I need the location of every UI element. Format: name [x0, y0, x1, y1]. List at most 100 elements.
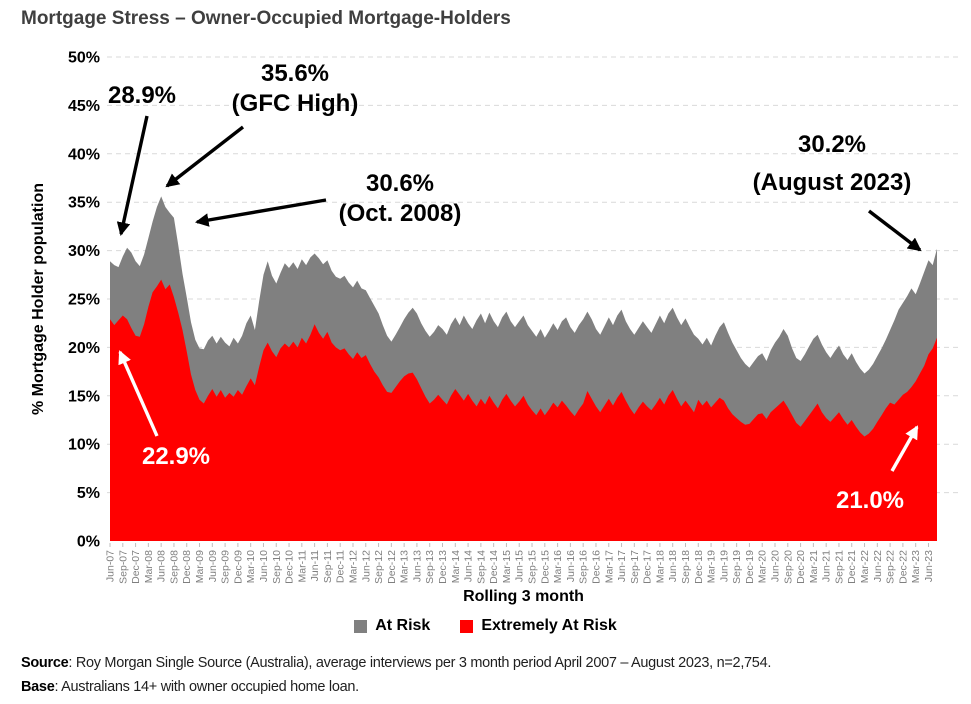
source-text: : Roy Morgan Single Source (Australia), … [68, 655, 772, 671]
annotation: 35.6% (GFC High) [165, 60, 359, 188]
y-tick-label: 15% [68, 388, 100, 405]
at-risk-swatch-icon [354, 619, 368, 633]
y-tick-label: 40% [68, 146, 100, 163]
x-tick-label: Sep-17 [629, 550, 641, 584]
x-tick-label: Jun-16 [565, 550, 577, 582]
annotation-arrow [890, 425, 919, 472]
x-tick-label: Sep-16 [578, 550, 590, 584]
x-tick-label: Dec-18 [693, 550, 705, 584]
annotation: 21.0% [836, 425, 919, 514]
x-tick-label: Dec-11 [335, 550, 347, 583]
x-tick-label: Mar-08 [143, 550, 155, 583]
chart-title: Mortgage Stress – Owner-Occupied Mortgag… [21, 8, 511, 29]
x-tick-label: Jun-11 [309, 550, 321, 581]
base-label: Base [21, 679, 55, 695]
x-tick-label: Jun-12 [360, 550, 372, 582]
x-tick-label: Dec-19 [744, 550, 756, 584]
x-tick-label: Jun-22 [872, 550, 884, 582]
annotation: 22.9% [118, 350, 210, 470]
x-tick-label: Jun-07 [105, 550, 117, 582]
x-tick-label: Dec-22 [897, 550, 909, 584]
x-tick-label: Jun-21 [821, 550, 833, 582]
x-tick-label: Sep-11 [322, 550, 334, 583]
x-tick-label: Jun-17 [616, 550, 628, 582]
extremely-at-risk-swatch-icon [460, 619, 474, 633]
x-tick-label: Mar-21 [808, 550, 820, 583]
annotation-text: (GFC High) [232, 90, 359, 117]
chart-canvas: Jun-07 Sep-07 Dec-07 Mar-08 Jun-08 Sep-08 Dec-… [68, 50, 962, 584]
annotation: 30.2% (August 2023) [753, 131, 922, 252]
annotation-text: 30.6% [366, 170, 434, 197]
y-tick-label: 30% [68, 243, 100, 260]
legend-item-extremely-at-risk: Extremely At Risk [460, 617, 617, 635]
x-tick-label: Dec-17 [642, 550, 654, 584]
annotation-arrow [867, 209, 922, 252]
x-tick-label: Mar-12 [347, 550, 359, 583]
y-tick-label: 35% [68, 195, 100, 212]
x-tick-label: Sep-08 [168, 550, 180, 584]
x-tick-label: Mar-17 [603, 550, 615, 583]
x-tick-label: Mar-14 [450, 550, 462, 583]
y-tick-label: 10% [68, 437, 100, 454]
y-tick-label: 25% [68, 292, 100, 309]
x-tick-label: Mar-20 [757, 550, 769, 583]
source-line: Source: Roy Morgan Single Source (Austra… [21, 651, 961, 675]
annotation-text: 28.9% [108, 82, 176, 109]
x-tick-label: Sep-13 [424, 550, 436, 584]
legend: At Risk Extremely At Risk [0, 617, 971, 635]
x-tick-label: Dec-13 [437, 550, 449, 584]
x-axis-labels: Jun-07 Sep-07 Dec-07 Mar-08 Jun-08 Sep-08 Dec-… [105, 543, 935, 584]
x-tick-label: Dec-21 [846, 550, 858, 584]
x-tick-label: Jun-23 [923, 550, 935, 582]
x-tick-label: Mar-22 [859, 550, 871, 583]
annotation-text: (Oct. 2008) [339, 200, 462, 227]
y-tick-label: 0% [77, 534, 100, 551]
x-tick-label: Sep-20 [782, 550, 794, 584]
x-tick-label: Jun-20 [770, 550, 782, 582]
x-tick-label: Jun-19 [718, 550, 730, 582]
x-tick-label: Jun-15 [514, 550, 526, 582]
x-tick-label: Sep-18 [680, 550, 692, 584]
x-tick-label: Mar-13 [399, 550, 411, 583]
x-tick-label: Dec-09 [232, 550, 244, 584]
x-tick-label: Jun-09 [207, 550, 219, 582]
legend-label-at-risk: At Risk [375, 617, 431, 634]
annotation-text: 22.9% [142, 443, 210, 470]
legend-item-at-risk: At Risk [354, 617, 430, 635]
annotation-text: 21.0% [836, 487, 904, 514]
y-tick-label: 45% [68, 98, 100, 115]
annotation-text: 30.2% [798, 131, 866, 158]
annotation: 30.6% (Oct. 2008) [194, 170, 462, 227]
base-line: Base: Australians 14+ with owner occupie… [21, 675, 961, 699]
x-tick-label: Sep-22 [885, 550, 897, 584]
x-tick-label: Dec-08 [181, 550, 193, 584]
x-tick-label: Dec-10 [284, 550, 296, 584]
annotation-text: (August 2023) [753, 169, 912, 196]
x-tick-label: Dec-16 [590, 550, 602, 584]
x-tick-label: Mar-10 [245, 550, 257, 583]
x-tick-label: Mar-23 [910, 550, 922, 583]
x-tick-label: Mar-09 [194, 550, 206, 583]
annotation-text: 35.6% [261, 60, 329, 87]
x-tick-label: Jun-08 [156, 550, 168, 582]
x-tick-label: Dec-15 [539, 550, 551, 584]
x-tick-label: Sep-12 [373, 550, 385, 584]
base-text: : Australians 14+ with owner occupied ho… [54, 679, 359, 695]
x-tick-label: Sep-21 [833, 550, 845, 584]
x-tick-label: Dec-14 [488, 550, 500, 584]
y-tick-label: 5% [77, 485, 100, 502]
x-tick-label: Sep-10 [271, 550, 283, 584]
x-tick-label: Sep-07 [117, 550, 129, 584]
source-label: Source [21, 655, 69, 671]
y-tick-label: 20% [68, 340, 100, 357]
annotation: 28.9% [108, 82, 176, 236]
x-tick-label: Sep-14 [475, 550, 487, 584]
y-tick-label: 50% [68, 50, 100, 67]
x-tick-label: Sep-09 [220, 550, 232, 584]
annotation-arrow [118, 350, 159, 437]
x-tick-label: Jun-13 [411, 550, 423, 582]
x-tick-label: Mar-19 [706, 550, 718, 583]
x-tick-label: Sep-19 [731, 550, 743, 584]
x-tick-label: Jun-18 [667, 550, 679, 582]
